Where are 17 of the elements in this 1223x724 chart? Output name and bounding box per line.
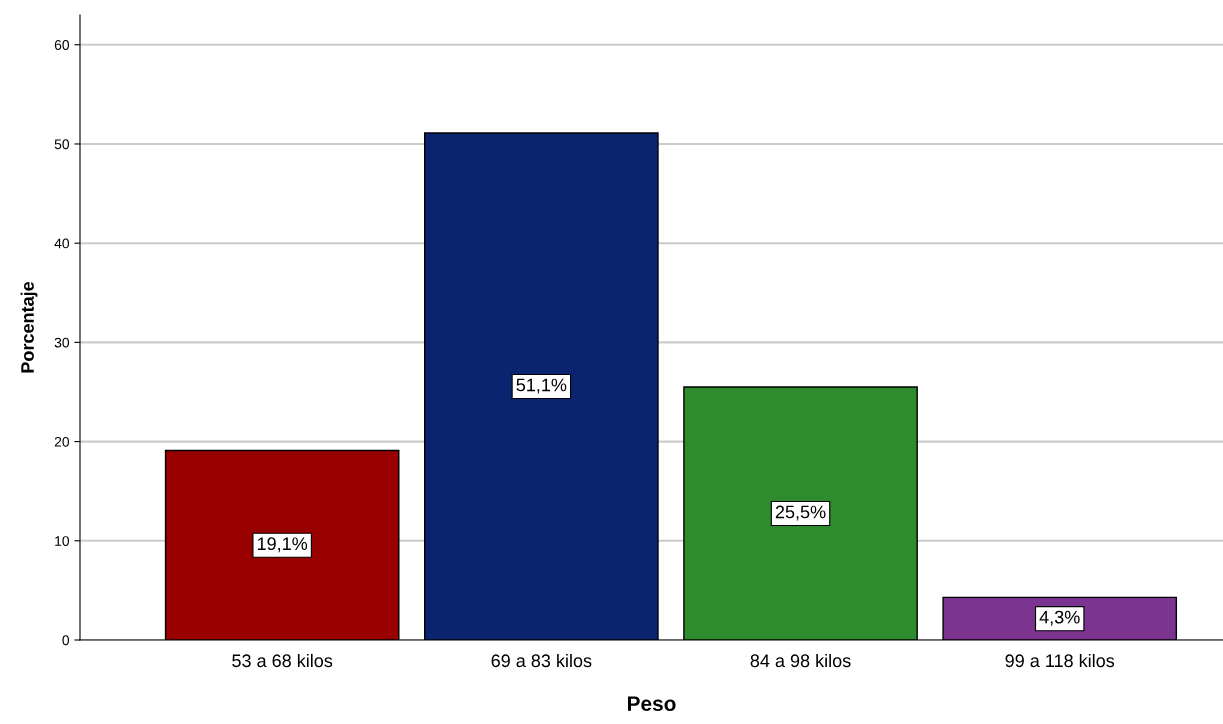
y-tick-label: 50 (54, 139, 70, 150)
y-tick-label: 60 (54, 40, 70, 50)
data-label: 19,1% (257, 537, 308, 553)
y-tick-label: 0 (62, 635, 70, 646)
y-tick-label: 10 (55, 536, 70, 546)
x-tick-label: 69 a 83 kilos (491, 653, 592, 668)
data-label: 51,1% (516, 378, 567, 394)
x-axis-title: Peso (628, 696, 676, 712)
x-tick-label: 84 a 98 kilos (750, 653, 851, 668)
data-label: 25,5% (775, 505, 826, 521)
x-tick-label: 53 a 68 kilos (232, 653, 333, 668)
data-label: 4,3% (1039, 610, 1080, 626)
y-tick-label: 40 (54, 238, 70, 249)
x-tick-label: 99 a 118 kilos (1005, 653, 1115, 668)
y-axis-title: Porcentaje (20, 281, 38, 373)
y-tick-label: 30 (54, 337, 70, 348)
y-tick-label: 20 (54, 436, 70, 447)
